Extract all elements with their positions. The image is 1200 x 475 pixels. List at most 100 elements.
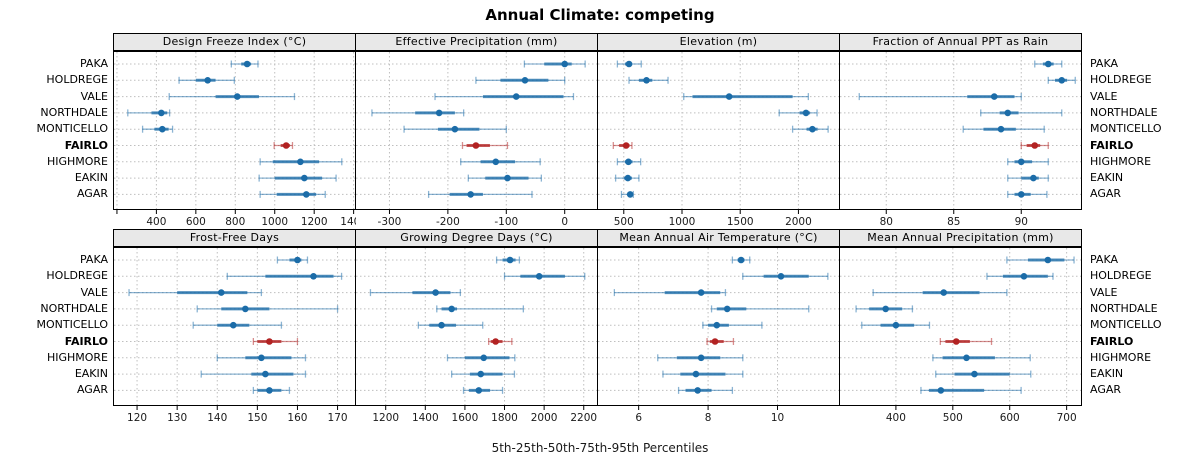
interval-holdrege [986, 272, 1054, 280]
median-dot [512, 93, 520, 100]
interval-highmore [446, 354, 516, 362]
median-dot [302, 191, 310, 198]
interval-highmore [1007, 158, 1049, 166]
median-dot [432, 289, 439, 296]
median-dot [697, 354, 705, 362]
median-dot [521, 77, 529, 84]
panel-border [113, 51, 356, 210]
axis-tick-label: 2000 [531, 412, 558, 424]
median-dot [882, 305, 889, 313]
median-dot [204, 77, 211, 84]
station-label-left-monticello: MONTICELLO [36, 318, 109, 332]
panel-plot-growing-degree-days: 1200 1400 1600 1800 2000 2200 [355, 247, 598, 424]
interval-monticello [417, 321, 484, 329]
interval-holdrege [742, 272, 829, 280]
interval-highmore [657, 354, 744, 362]
interval-agar [620, 190, 634, 198]
median-dot [243, 60, 251, 68]
panel-title-fraction-annual-ppt-rain: Fraction of Annual PPT as Rain [839, 33, 1082, 51]
panel-row-top: Design Freeze Index (°C) 400 600 800 1000 120… [113, 33, 1082, 230]
median-dot [1017, 158, 1025, 166]
median-dot [713, 321, 721, 329]
median-dot [266, 387, 273, 394]
station-label-left-holdrege: HOLDREGE [46, 73, 108, 87]
station-label-right-northdale: NORTHDALE [1090, 105, 1158, 119]
median-dot [535, 273, 543, 280]
median-dot [1058, 77, 1066, 84]
station-label-right-agar: AGAR [1090, 187, 1122, 201]
axis-tick-label: 1000 [669, 216, 696, 228]
interval-holdrege [178, 76, 235, 84]
interval-eakin [258, 174, 337, 182]
axis-tick-label: 120 [127, 412, 147, 424]
panel-border [597, 51, 840, 210]
interval-holdrege [503, 272, 586, 280]
median-dot [1031, 142, 1039, 149]
median-dot [940, 289, 948, 296]
figure-title: Annual Climate: competing [485, 6, 715, 24]
median-dot [477, 370, 485, 378]
median-dot [282, 142, 290, 149]
station-label-right-eakin: EAKIN [1090, 367, 1124, 381]
median-dot [1004, 109, 1012, 117]
station-label-left-paka: PAKA [80, 253, 108, 266]
axis-tick-label: -100 [494, 216, 518, 228]
station-label-left-fairlo: FAIRLO [64, 138, 108, 152]
station-label-right-vale: VALE [1090, 285, 1118, 299]
station-label-right-holdrege: HOLDREGE [1090, 269, 1152, 283]
median-dot [266, 338, 273, 345]
station-label-left-northdale: NORTHDALE [40, 301, 108, 315]
axis-tick-label: 170 [328, 412, 348, 424]
panel-title-elevation: Elevation (m) [597, 33, 840, 51]
median-dot [725, 93, 733, 100]
panel-title-mean-annual-precipitation: Mean Annual Precipitation (mm) [839, 229, 1082, 247]
interval-highmore [932, 354, 1031, 362]
station-label-left-fairlo: FAIRLO [64, 334, 108, 348]
interval-vale [872, 289, 1008, 297]
median-dot [643, 77, 650, 84]
interval-vale [613, 289, 727, 297]
median-dot [448, 305, 455, 313]
panel-frost-free-days: Frost-Free Days 120 130 140 150 160 170 [113, 229, 356, 426]
interval-fairlo [939, 338, 993, 345]
median-dot [737, 256, 745, 264]
median-dot [297, 158, 304, 166]
interval-eakin [935, 370, 1032, 378]
interval-eakin [200, 370, 307, 378]
axis-tick-label: 1000 [261, 216, 288, 228]
axis-tick-label: 800 [225, 216, 245, 228]
axis-tick-label: 6 [635, 412, 642, 424]
median-dot [625, 158, 632, 166]
interval-holdrege [628, 76, 669, 84]
axis-tick-label: 1800 [491, 412, 518, 424]
interval-fairlo [1020, 142, 1049, 149]
panel-row-bottom: Frost-Free Days 120 130 140 150 160 170 Growing… [113, 229, 1082, 426]
median-dot [952, 338, 960, 345]
interval-eakin [1007, 174, 1049, 182]
axis-tick-label: 600 [186, 216, 206, 228]
panel-mean-annual-air-temperature: Mean Annual Air Temperature (°C) 6 8 10 [597, 229, 840, 426]
interval-fairlo [612, 142, 633, 149]
median-dot [1030, 174, 1037, 182]
interval-eakin [450, 370, 516, 378]
panel-border [839, 51, 1082, 210]
interval-fairlo [252, 338, 299, 345]
panel-plot-fraction-annual-ppt-rain: 80 85 90 [839, 51, 1082, 228]
axis-tick-label: 1200 [301, 216, 328, 228]
axis-tick-label: 500 [614, 216, 634, 228]
station-label-left-monticello: MONTICELLO [36, 122, 109, 136]
median-dot [229, 321, 237, 329]
interval-northdale [127, 109, 171, 117]
median-dot [258, 354, 265, 362]
axis-tick-label: 150 [247, 412, 267, 424]
interval-eakin [614, 174, 640, 182]
median-dot [1020, 273, 1028, 280]
axis-tick-label: 2200 [570, 412, 597, 424]
interval-vale [168, 93, 296, 101]
panel-title-effective-precipitation: Effective Precipitation (mm) [355, 33, 598, 51]
panel-title-mean-annual-air-temperature: Mean Annual Air Temperature (°C) [597, 229, 840, 247]
interval-agar [259, 190, 326, 198]
station-label-right-agar: AGAR [1090, 383, 1122, 397]
interval-agar [462, 386, 504, 394]
median-dot [310, 273, 317, 280]
